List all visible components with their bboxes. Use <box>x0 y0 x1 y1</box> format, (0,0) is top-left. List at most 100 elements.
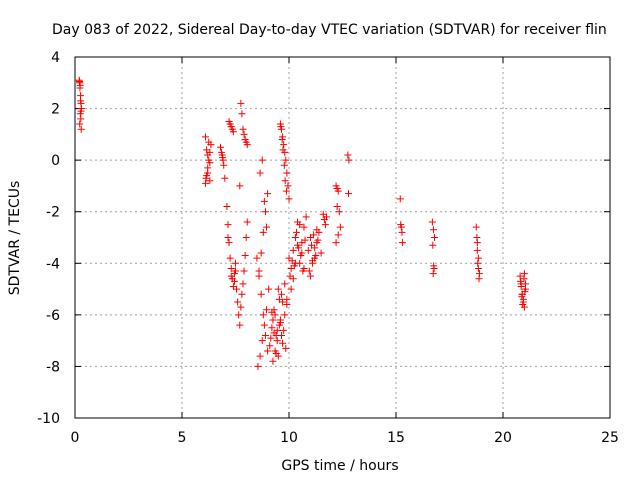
data-point <box>267 334 275 342</box>
data-point <box>276 319 284 327</box>
data-point <box>220 161 228 169</box>
data-point <box>226 254 234 262</box>
data-point <box>266 342 274 350</box>
data-point <box>292 228 300 236</box>
data-point <box>300 223 308 231</box>
data-point <box>278 136 286 144</box>
data-point <box>282 344 290 352</box>
data-point <box>219 156 227 164</box>
data-point <box>263 223 271 231</box>
data-point <box>217 143 225 151</box>
data-point <box>265 285 273 293</box>
data-point <box>235 311 243 319</box>
data-point <box>321 221 329 229</box>
data-point <box>472 223 480 231</box>
data-point <box>281 280 289 288</box>
data-point <box>279 146 287 154</box>
data-point <box>242 234 250 241</box>
data-point <box>261 331 269 339</box>
x-tick-label: 0 <box>71 430 80 446</box>
data-point <box>233 285 241 293</box>
data-point <box>314 236 322 244</box>
data-point <box>271 347 279 355</box>
x-tick-label: 15 <box>387 430 405 446</box>
data-point <box>259 228 267 236</box>
data-point <box>268 324 276 332</box>
data-point <box>237 99 245 107</box>
data-point <box>431 234 439 241</box>
data-point <box>77 115 85 123</box>
data-point <box>282 187 290 195</box>
data-point <box>520 303 528 311</box>
data-point <box>227 272 235 280</box>
data-point <box>238 110 246 118</box>
data-point <box>257 249 265 257</box>
data-point <box>241 252 249 260</box>
data-point <box>335 208 343 216</box>
data-point <box>232 259 239 267</box>
data-point <box>256 169 264 177</box>
data-point <box>396 195 404 203</box>
data-point <box>298 249 306 257</box>
y-tick-label: -10 <box>37 411 60 427</box>
data-point <box>268 308 276 316</box>
data-point <box>218 151 226 159</box>
data-point <box>344 190 352 198</box>
data-point <box>258 156 266 164</box>
axis-ticks: 0 5 10 15 20 25 -10 -8 -6 -4 -2 0 2 4 <box>37 50 619 446</box>
data-point <box>473 234 481 241</box>
data-point <box>282 156 290 164</box>
data-point <box>517 282 525 290</box>
data-point <box>278 290 286 298</box>
data-point <box>287 285 295 293</box>
data-point <box>285 195 293 203</box>
x-tick-label: 5 <box>178 430 187 446</box>
data-point <box>317 249 325 257</box>
data-points <box>75 76 529 370</box>
data-point <box>520 275 528 283</box>
data-point <box>236 321 244 329</box>
data-point <box>254 362 262 370</box>
data-point <box>280 161 288 169</box>
data-point <box>264 190 272 198</box>
data-point <box>336 223 344 231</box>
data-point <box>309 257 317 265</box>
data-point <box>398 239 406 247</box>
y-tick-label: -4 <box>46 256 60 272</box>
data-point <box>237 303 245 311</box>
data-point <box>283 169 291 177</box>
data-point <box>269 316 277 324</box>
data-point <box>202 174 210 182</box>
data-point <box>334 187 342 195</box>
data-point <box>429 270 437 278</box>
data-point <box>257 290 265 298</box>
data-point <box>301 236 309 244</box>
data-point <box>277 123 285 131</box>
data-point <box>260 321 268 329</box>
data-point <box>204 169 212 177</box>
data-point <box>255 267 263 275</box>
data-point <box>273 337 281 345</box>
data-point <box>206 177 214 185</box>
data-point <box>77 97 85 105</box>
data-point <box>397 221 405 229</box>
data-point <box>344 151 352 159</box>
data-point <box>428 218 436 226</box>
data-point <box>203 146 211 154</box>
data-point <box>291 259 299 267</box>
data-point <box>289 275 297 283</box>
data-point <box>205 138 213 146</box>
data-point <box>334 231 342 239</box>
data-point <box>261 208 269 216</box>
data-point <box>473 246 481 254</box>
data-point <box>519 295 527 303</box>
data-point <box>256 352 264 360</box>
data-point <box>75 77 83 85</box>
data-point <box>239 125 247 133</box>
x-axis-label: GPS time / hours <box>281 458 398 474</box>
data-point <box>225 239 233 247</box>
x-tick-label: 20 <box>494 430 512 446</box>
data-point <box>240 130 248 138</box>
data-point <box>304 246 312 254</box>
